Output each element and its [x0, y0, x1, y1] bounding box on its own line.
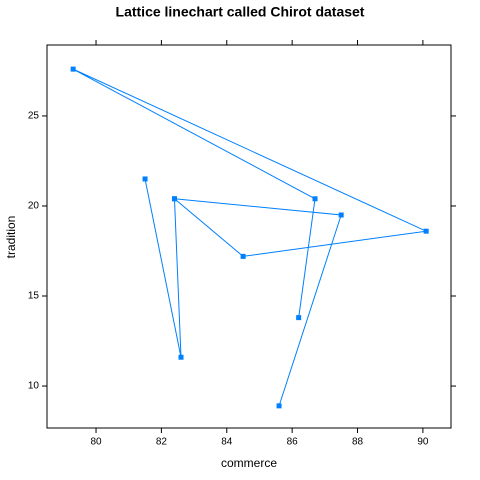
data-point — [178, 354, 184, 360]
data-point — [142, 176, 148, 182]
data-point — [171, 196, 177, 202]
x-tick-label: 90 — [417, 437, 429, 448]
panel-frame — [46, 44, 452, 429]
data-point — [70, 66, 76, 72]
data-point — [312, 196, 318, 202]
y-tick-label: 20 — [28, 201, 40, 212]
y-axis-label: tradition — [4, 216, 18, 259]
y-tick-label: 25 — [28, 111, 40, 122]
data-point — [338, 212, 344, 218]
data-point — [296, 315, 302, 321]
x-axis-label: commerce — [221, 456, 277, 470]
x-tick-label: 80 — [90, 437, 102, 448]
x-tick-label: 82 — [156, 437, 168, 448]
y-tick-label: 15 — [28, 291, 40, 302]
data-point — [423, 228, 429, 234]
x-tick-label: 84 — [221, 437, 233, 448]
data-point — [240, 253, 246, 259]
data-point — [276, 403, 282, 409]
y-tick-label: 10 — [28, 381, 40, 392]
chart-title: Lattice linechart called Chirot dataset — [116, 4, 365, 20]
data-line — [72, 68, 428, 407]
x-tick-label: 86 — [287, 437, 299, 448]
x-tick-label: 88 — [352, 437, 364, 448]
